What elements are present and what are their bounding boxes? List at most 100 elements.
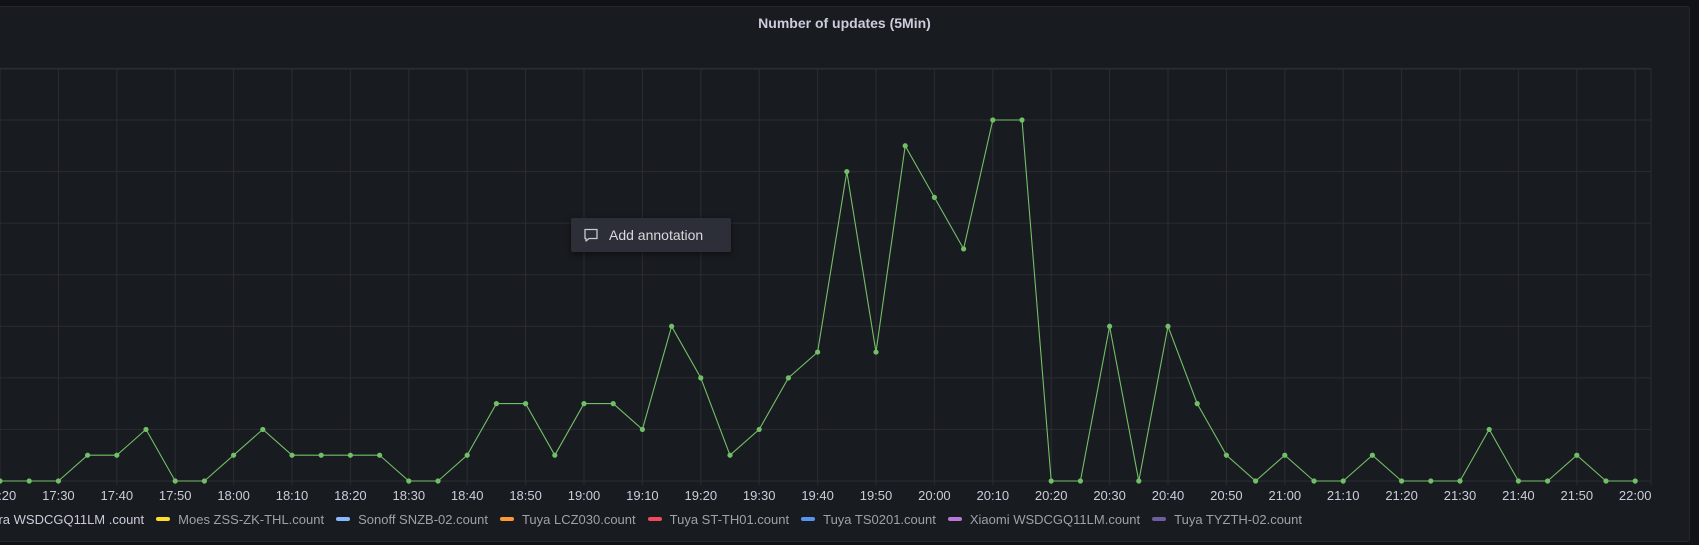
x-tick-label: 21:00 (1269, 488, 1302, 503)
legend-item[interactable]: Tuya ST-TH01.count (647, 511, 790, 527)
legend-label: Tuya ST-TH01.count (669, 511, 790, 527)
x-tick-label: 18:20 (334, 488, 367, 503)
legend-item[interactable]: Xiaomi WSDCGQ11LM.count (947, 511, 1141, 527)
data-point (347, 452, 353, 458)
data-point (318, 452, 324, 458)
legend-label: qara WSDCGQ11LM .count (0, 511, 145, 527)
x-tick-label: 21:20 (1385, 488, 1418, 503)
data-point (1165, 323, 1171, 329)
data-point (406, 478, 412, 484)
x-tick-label: 20:20 (1035, 488, 1068, 503)
data-point (669, 323, 675, 329)
x-tick-label: 18:00 (217, 488, 250, 503)
x-tick-label: 19:30 (743, 488, 776, 503)
legend-label: Tuya TYZTH-02.count (1174, 511, 1303, 527)
x-tick-label: 21:10 (1327, 488, 1360, 503)
data-point (1194, 401, 1200, 407)
data-point (26, 478, 32, 484)
data-point (493, 401, 499, 407)
data-point (1311, 478, 1317, 484)
x-tick-label: 20:50 (1210, 488, 1243, 503)
legend-swatch (801, 517, 816, 521)
chart-legend: qara WSDCGQ11LM .count Moes ZSS-ZK-THL.co… (0, 508, 1314, 530)
data-point (1632, 478, 1638, 484)
data-point (1340, 478, 1346, 484)
data-point (698, 375, 704, 381)
data-point (1282, 452, 1288, 458)
x-tick-label: 20:40 (1152, 488, 1185, 503)
legend-swatch (947, 517, 962, 521)
data-point (1515, 478, 1521, 484)
data-point (552, 452, 558, 458)
legend-swatch (336, 517, 351, 521)
data-point (990, 117, 996, 123)
data-point (727, 452, 733, 458)
legend-label: Moes ZSS-ZK-THL.count (178, 511, 325, 527)
add-annotation-label: Add annotation (609, 227, 704, 243)
data-point (1574, 452, 1580, 458)
add-annotation-menu[interactable]: Add annotation (571, 218, 731, 252)
x-tick-label: 17:30 (42, 488, 75, 503)
data-point (1019, 117, 1025, 123)
x-tick-label: 18:50 (509, 488, 542, 503)
data-point (873, 349, 879, 355)
data-point (902, 143, 908, 149)
data-point (1603, 478, 1609, 484)
data-point (143, 426, 149, 433)
x-tick-label: 19:50 (860, 488, 893, 503)
x-tick-label: 17:20 (0, 488, 16, 503)
data-point (1457, 478, 1463, 484)
x-tick-label: 18:10 (276, 488, 309, 503)
data-point (1223, 452, 1229, 458)
data-point (260, 426, 266, 433)
legend-item[interactable]: Tuya TYZTH-02.count (1152, 512, 1302, 527)
x-tick-label: 21:50 (1561, 488, 1594, 503)
legend-swatch (1152, 517, 1167, 521)
data-point (1369, 452, 1375, 458)
legend-swatch (156, 517, 171, 521)
data-point (435, 478, 441, 484)
legend-label: Tuya LCZ030.count (521, 511, 636, 527)
data-point (523, 401, 529, 407)
legend-swatch (647, 517, 662, 521)
legend-label: Sonoff SNZB-02.count (358, 511, 488, 527)
x-tick-label: 18:40 (451, 488, 484, 503)
x-tick-label: 19:40 (801, 488, 834, 503)
comment-icon (584, 228, 598, 242)
data-point (639, 426, 646, 433)
data-point (581, 401, 587, 407)
data-point (785, 375, 792, 381)
data-point (1545, 478, 1551, 484)
data-point (55, 478, 62, 484)
legend-item[interactable]: Tuya LCZ030.count (499, 511, 636, 527)
x-tick-label: 18:30 (393, 488, 426, 503)
legend-item[interactable]: qara WSDCGQ11LM .count (0, 512, 144, 527)
data-point (961, 246, 967, 252)
data-point (1077, 478, 1083, 484)
x-tick-label: 19:10 (626, 488, 659, 503)
x-tick-label: 21:40 (1502, 488, 1535, 503)
legend-swatch (499, 517, 514, 521)
data-point (85, 452, 91, 458)
x-tick-label: 19:00 (568, 488, 601, 503)
legend-label: Xiaomi WSDCGQ11LM.count (969, 511, 1141, 527)
x-tick-label: 17:50 (159, 488, 192, 503)
legend-item[interactable]: Tuya TS0201.count (801, 512, 936, 527)
x-tick-label: 22:00 (1619, 488, 1652, 503)
data-point (815, 349, 821, 355)
data-point (464, 452, 470, 458)
data-point (844, 168, 850, 175)
data-point (1048, 478, 1054, 484)
data-point (756, 426, 762, 433)
data-point (1253, 478, 1259, 484)
legend-item[interactable]: Sonoff SNZB-02.count (336, 512, 488, 527)
legend-item[interactable]: Moes ZSS-ZK-THL.count (156, 512, 324, 527)
data-point (931, 194, 938, 200)
data-point (610, 401, 616, 407)
data-point (1136, 478, 1142, 484)
legend-label: Tuya TS0201.count (823, 511, 936, 527)
data-point (289, 452, 295, 458)
data-point (1107, 323, 1113, 329)
data-point (0, 478, 3, 484)
